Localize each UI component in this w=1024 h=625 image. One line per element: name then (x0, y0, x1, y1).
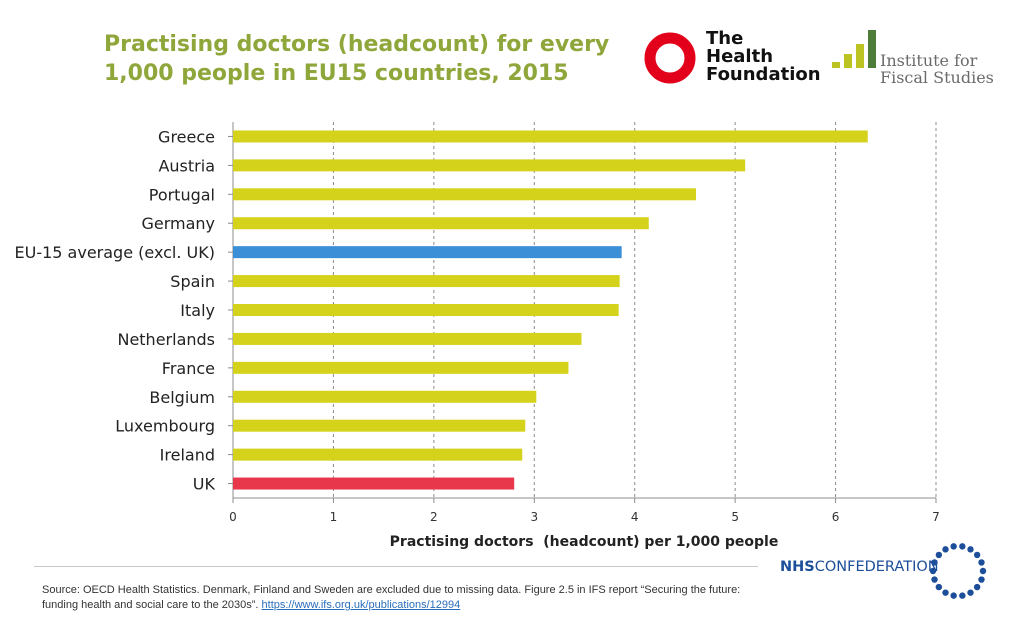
nhs-wordmark-bold: NHS (780, 559, 815, 575)
bar-7 (233, 332, 582, 345)
source-text: Source: OECD Health Statistics. Denmark,… (42, 584, 741, 611)
y-tick-label-1: Austria (158, 156, 215, 175)
health-foundation-line-3: Foundation (706, 64, 821, 85)
bar-3 (233, 217, 649, 230)
y-tick-label-10: Luxembourg (115, 417, 215, 436)
health-foundation-line-1: The (706, 28, 744, 49)
nhs-dot (935, 583, 943, 591)
bar-chart: Greece Austria Portugal Germany EU-15 averag… (15, 122, 940, 550)
bar-4 (233, 246, 622, 259)
bar-5 (233, 275, 620, 288)
y-tick-label-2: Portugal (149, 185, 215, 204)
chart-title-line-2: 1,000 people in EU15 countries, 2015 (104, 61, 569, 86)
x-tick-label-5: 5 (731, 510, 739, 524)
nhs-dot (950, 592, 957, 599)
y-tick-label-4: EU-15 average (excl. UK) (15, 243, 215, 262)
health-foundation-line-2: Health (706, 46, 774, 67)
bar-0 (233, 130, 868, 143)
nhs-dot (959, 592, 966, 599)
nhs-dot (929, 567, 937, 575)
y-tick-label-11: Ireland (160, 446, 215, 465)
y-tick-label-0: Greece (158, 127, 215, 146)
health-foundation-wordmark: The Health Foundation (706, 30, 826, 84)
y-tick-label-8: France (162, 359, 215, 378)
nhs-dot (967, 589, 974, 596)
x-tick-label-0: 0 (229, 510, 237, 524)
y-tick-label-5: Spain (170, 272, 215, 291)
nhs-dot (959, 543, 966, 550)
nhs-dot (942, 546, 949, 553)
ifs-line-2: Fiscal Studies (880, 68, 994, 87)
x-tick-label-1: 1 (330, 510, 338, 524)
nhs-dot (931, 576, 938, 583)
ifs-bars-icon (832, 30, 876, 68)
chart-title: Practising doctors (headcount) for every… (104, 30, 634, 88)
y-tick-label-12: UK (193, 475, 216, 494)
nhs-confederation-dots-icon (929, 543, 987, 599)
y-tick-label-3: Germany (141, 214, 215, 233)
y-tick-label-7: Netherlands (117, 330, 215, 349)
footer-divider (34, 566, 758, 567)
nhs-dot (978, 576, 985, 583)
bar-10 (233, 419, 526, 432)
nhs-dot (979, 567, 987, 575)
x-tick-label-2: 2 (430, 510, 438, 524)
bar-6 (233, 304, 619, 316)
x-tick-label-7: 7 (932, 510, 940, 524)
bar-9 (233, 390, 537, 403)
bar-11 (233, 448, 523, 461)
nhs-dot (950, 543, 957, 550)
source-note: Source: OECD Health Statistics. Denmark,… (42, 583, 762, 613)
nhs-dot (973, 583, 981, 591)
y-tick-label-9: Belgium (149, 388, 215, 407)
bar-1 (233, 159, 746, 172)
y-tick-label-6: Italy (180, 301, 215, 320)
x-tick-label-4: 4 (631, 510, 639, 524)
chart-title-line-1: Practising doctors (headcount) for every (104, 32, 610, 57)
nhs-wordmark-rest: CONFEDERATION (814, 559, 939, 575)
nhs-dot (973, 551, 981, 559)
nhs-dot (942, 589, 949, 596)
nhs-dot (931, 559, 938, 566)
x-axis-label: Practising doctors (headcount) per 1,000… (390, 534, 779, 550)
x-tick-label-3: 3 (530, 510, 538, 524)
source-link[interactable]: https://www.ifs.org.uk/publications/1299… (261, 599, 461, 611)
bar-2 (233, 188, 696, 201)
x-tick-label-6: 6 (832, 510, 840, 524)
bar-12 (233, 477, 515, 490)
bar-8 (233, 361, 569, 374)
health-foundation-logo-icon (644, 32, 696, 84)
ifs-line-1: Institute for (880, 51, 978, 70)
nhs-dot (967, 546, 974, 553)
ifs-wordmark: Institute for Fiscal Studies (880, 52, 1020, 86)
nhs-confederation-wordmark: NHSCONFEDERATION (780, 559, 939, 575)
nhs-dot (935, 551, 943, 559)
nhs-dot (978, 559, 985, 566)
